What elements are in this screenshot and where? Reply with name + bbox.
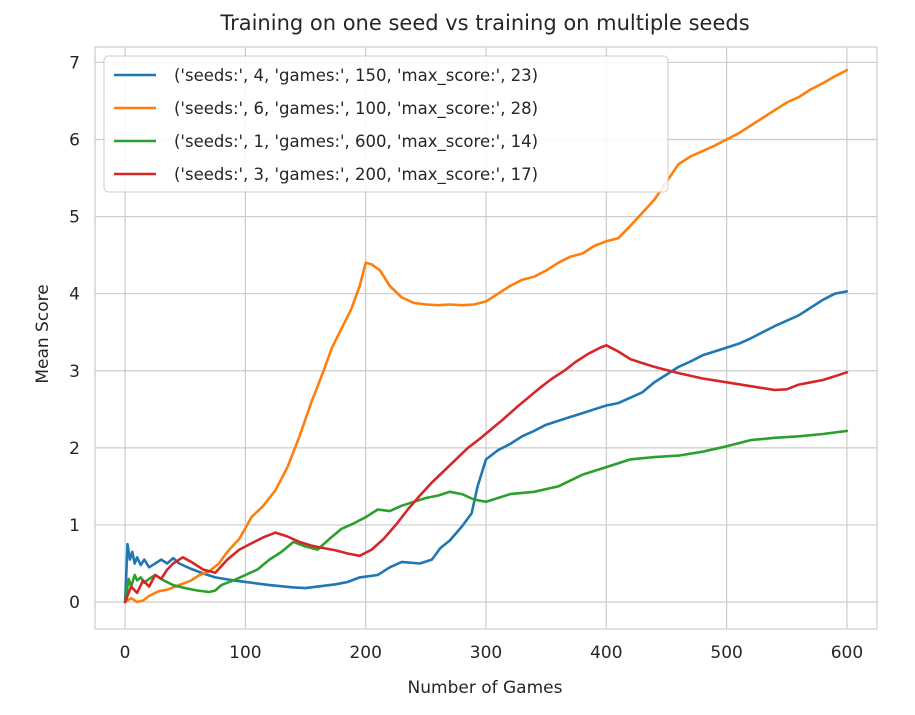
x-axis-label: Number of Games [408, 678, 563, 698]
x-tick-label: 300 [470, 643, 502, 663]
x-tick-label: 200 [349, 643, 381, 663]
x-tick-label: 500 [710, 643, 742, 663]
chart-title: Training on one seed vs training on mult… [219, 11, 749, 35]
legend-label-3: ('seeds:', 1, 'games:', 600, 'max_score:… [174, 132, 538, 152]
legend-box [103, 55, 669, 193]
x-tick-label: 100 [229, 643, 261, 663]
y-tick-label: 1 [69, 516, 80, 536]
y-axis-label: Mean Score [33, 284, 53, 383]
plot-frame [94, 46, 878, 630]
legend-label-2: ('seeds:', 6, 'games:', 100, 'max_score:… [174, 99, 538, 119]
y-tick-label: 6 [69, 131, 80, 151]
y-tick-label: 0 [69, 593, 80, 613]
x-tick-label: 400 [590, 643, 622, 663]
y-axis-ticks: 0 1 2 3 4 5 6 7 [69, 53, 80, 613]
x-tick-label: 600 [831, 643, 863, 663]
series-layer [123, 68, 849, 604]
y-tick-label: 5 [69, 208, 80, 228]
x-tick-label: 0 [120, 643, 131, 663]
y-tick-label: 7 [69, 53, 80, 73]
legend-label-4: ('seeds:', 3, 'games:', 200, 'max_score:… [174, 165, 538, 185]
series-line-4 [123, 344, 849, 604]
series-line-2 [123, 68, 849, 604]
legend: ('seeds:', 4, 'games:', 150, 'max_score:… [103, 55, 669, 193]
x-axis-ticks: 0 100 200 300 400 500 600 [120, 643, 863, 663]
series-line-1 [123, 290, 849, 604]
y-tick-label: 2 [69, 439, 80, 459]
y-tick-label: 4 [69, 285, 80, 305]
y-tick-label: 3 [69, 362, 80, 382]
legend-label-1: ('seeds:', 4, 'games:', 150, 'max_score:… [174, 66, 538, 86]
